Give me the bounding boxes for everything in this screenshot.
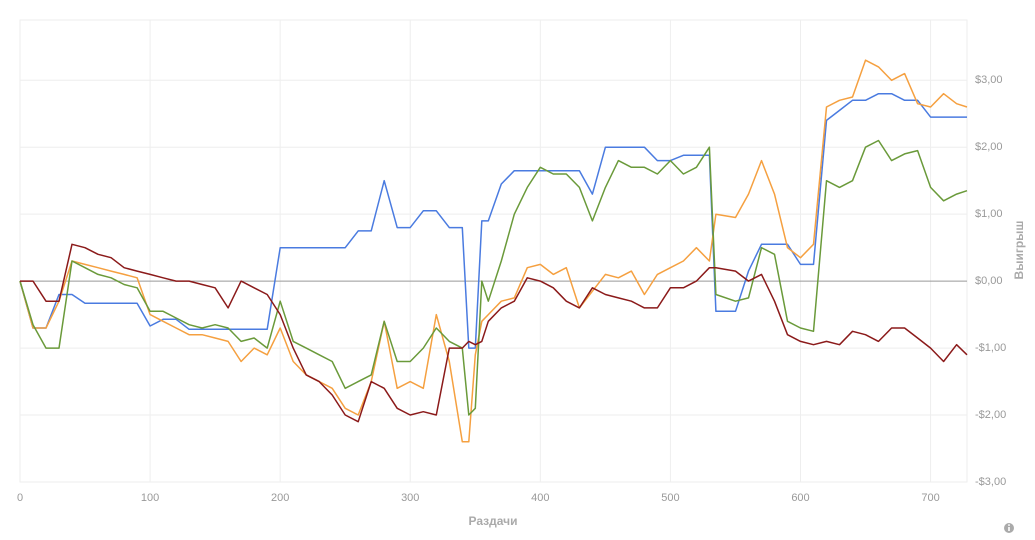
plot: 0 100 200 300 400 500 600 700 -$3,00 -$2,00 -$1,00… — [17, 19, 1006, 504]
y-axis-title: Выигрыш — [1012, 221, 1026, 280]
y-tick-label: $3,00 — [975, 74, 1003, 86]
x-axis-title: Раздачи — [469, 514, 518, 528]
line-series — [19, 59, 968, 443]
y-tick-label: -$1,00 — [975, 342, 1006, 354]
x-tick-label: 700 — [921, 492, 939, 504]
info-icon[interactable] — [1004, 523, 1014, 533]
x-tick-label: 300 — [401, 492, 419, 504]
x-tick-label: 0 — [17, 492, 23, 504]
x-tick-label: 400 — [531, 492, 549, 504]
y-tick-label: $1,00 — [975, 208, 1003, 220]
x-tick-label: 200 — [271, 492, 289, 504]
x-tick-label: 100 — [141, 492, 159, 504]
line-series — [19, 92, 967, 349]
y-tick-label: -$2,00 — [975, 409, 1006, 421]
x-tick-label: 600 — [791, 492, 809, 504]
y-tick-label: $0,00 — [975, 275, 1003, 287]
y-tick-label: $2,00 — [975, 141, 1003, 153]
x-tick-label: 500 — [661, 492, 679, 504]
line-series — [19, 139, 968, 416]
line-series — [20, 243, 968, 423]
plot-border — [19, 19, 968, 483]
y-tick-label: -$3,00 — [975, 476, 1006, 488]
